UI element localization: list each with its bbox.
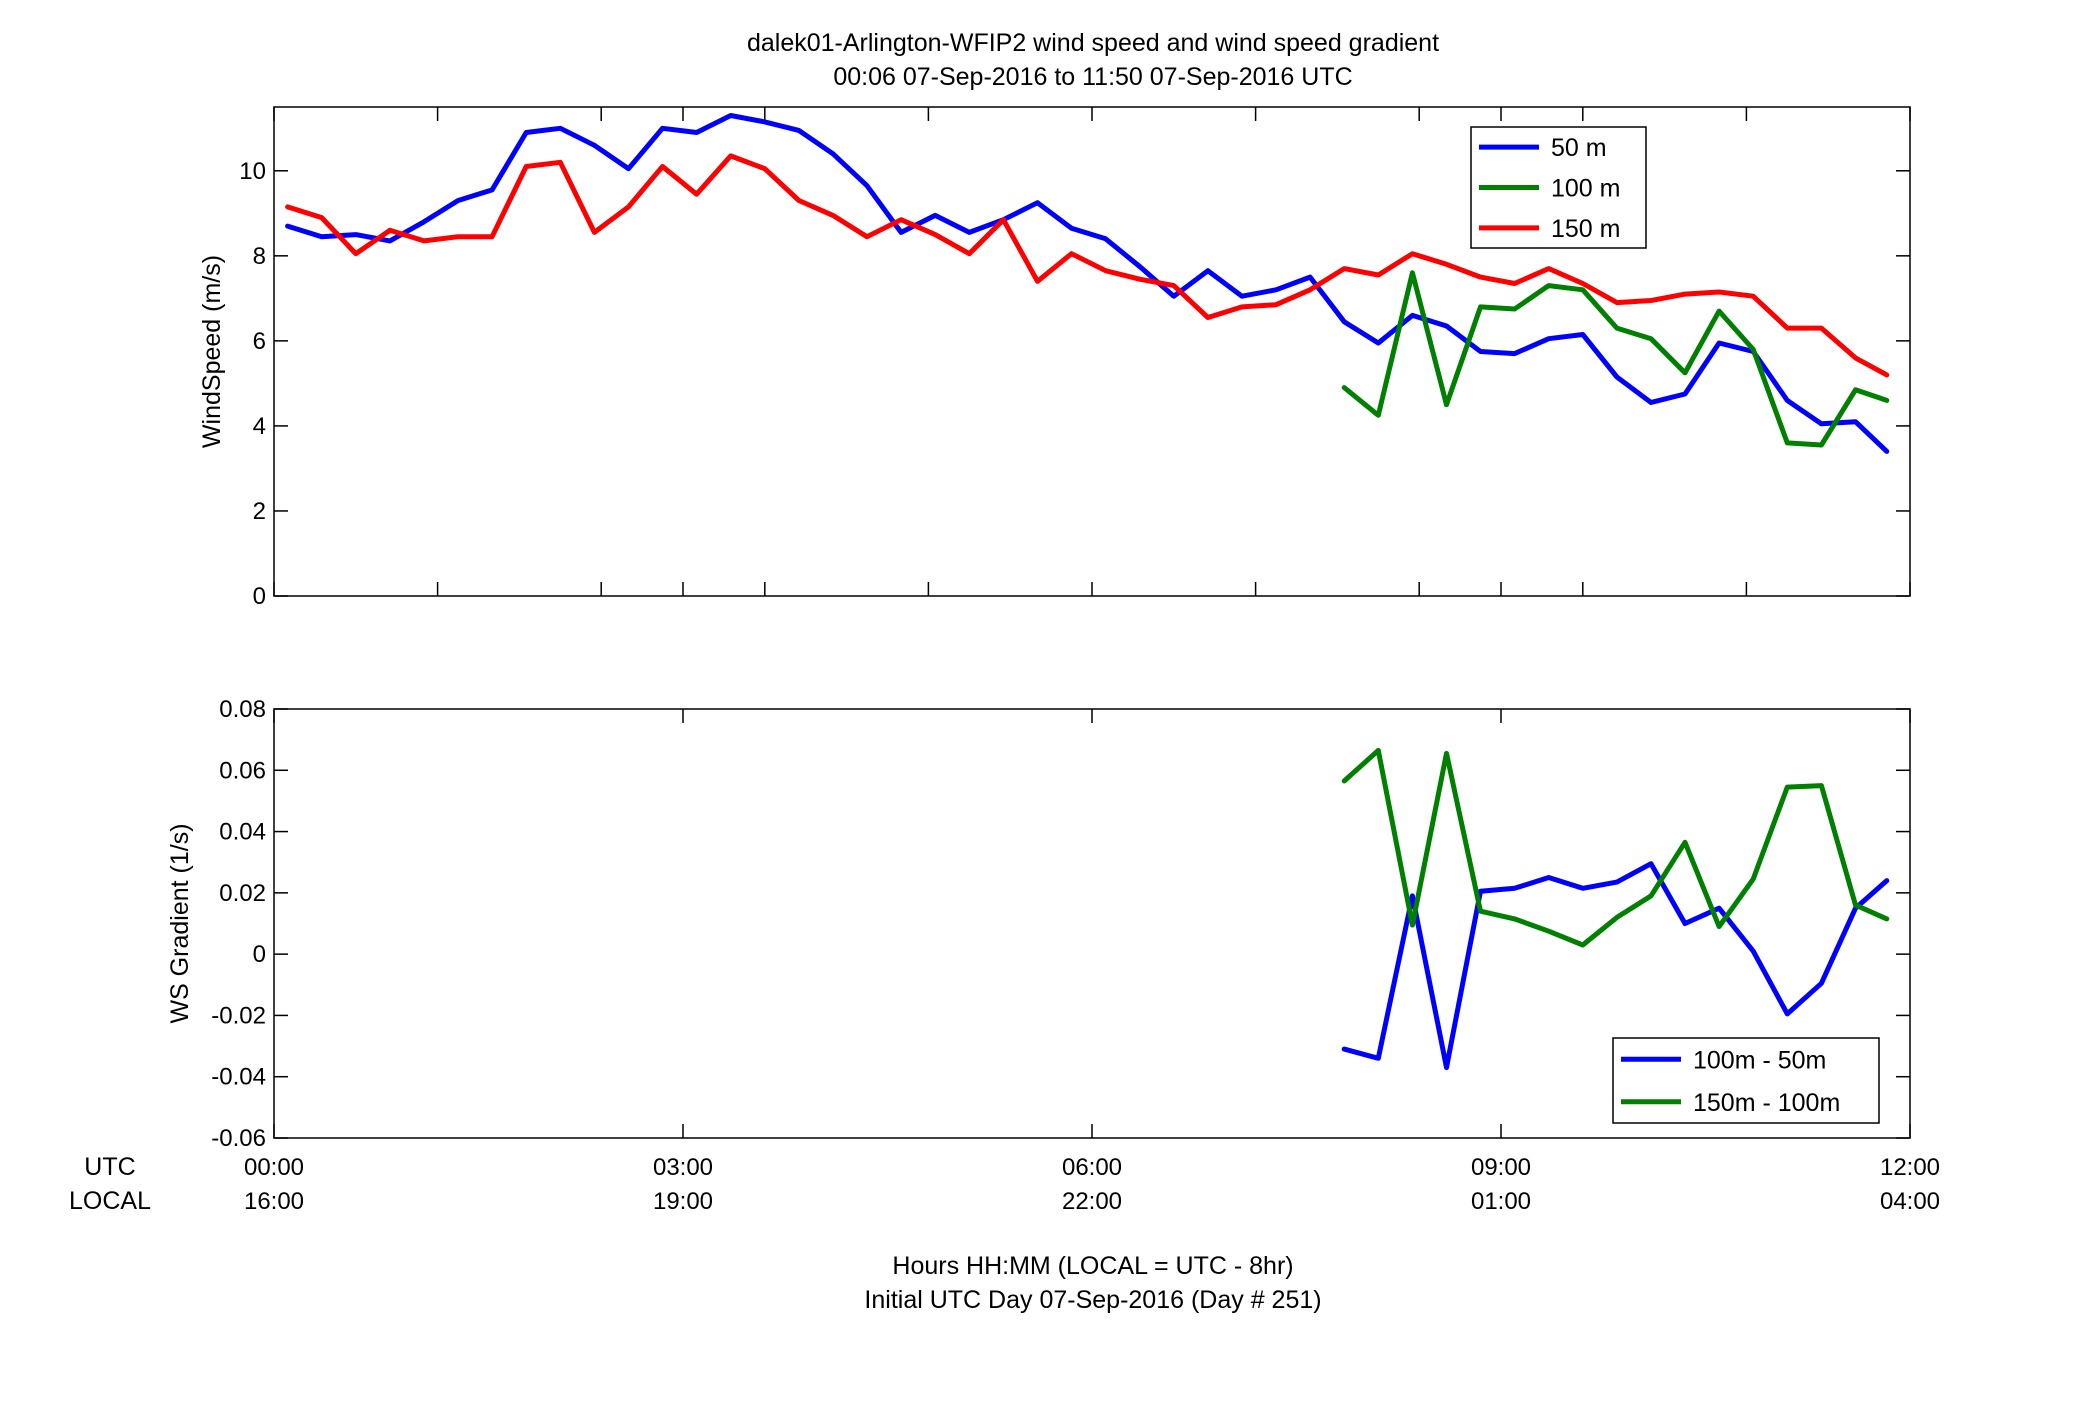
utc-row-label: UTC <box>84 1153 135 1181</box>
legend-label: 50 m <box>1551 134 1607 162</box>
gradient-panel: -0.06 -0.04 -0.02 0 0.02 0.04 0.06 0.08 00:00 16:… <box>166 696 1940 1215</box>
y-tick-label: 6 <box>253 328 266 355</box>
y-tick-label: 4 <box>253 413 266 440</box>
legend-label: 150m - 100m <box>1693 1089 1840 1117</box>
x-tick-label-local: 04:00 <box>1880 1188 1940 1215</box>
y-axis-label: WS Gradient (1/s) <box>166 823 194 1023</box>
legend: 100m - 50m 150m - 100m <box>1612 1037 1880 1124</box>
y-tick-label: 0.04 <box>219 819 266 846</box>
x-tick-label-local: 19:00 <box>653 1188 713 1215</box>
legend-box <box>1612 1037 1880 1124</box>
x-tick-label-utc: 12:00 <box>1880 1154 1940 1181</box>
x-tick-label-utc: 09:00 <box>1471 1154 1531 1181</box>
series-line-150m <box>285 153 1890 378</box>
legend: 50 m 100 m 150 m <box>1470 126 1647 249</box>
y-tick-label: -0.06 <box>211 1125 266 1152</box>
y-tick-label: -0.04 <box>211 1064 266 1091</box>
chart-title-line2: 00:06 07-Sep-2016 to 11:50 07-Sep-2016 U… <box>833 63 1352 91</box>
y-tick-label: 0.08 <box>219 696 266 723</box>
series-line-100m-50m <box>1341 861 1890 1070</box>
legend-label: 100 m <box>1551 175 1620 203</box>
legend-label: 150 m <box>1551 215 1620 243</box>
x-tick-label-local: 16:00 <box>244 1188 304 1215</box>
y-tick-label: -0.02 <box>211 1002 266 1029</box>
x-axis-label-line2: Initial UTC Day 07-Sep-2016 (Day # 251) <box>864 1286 1321 1314</box>
local-row-label: LOCAL <box>69 1187 151 1215</box>
x-tick-label-utc: 00:00 <box>244 1154 304 1181</box>
y-tick-label: 10 <box>239 158 266 185</box>
y-tick-label: 0.06 <box>219 757 266 784</box>
series-line-100m <box>1341 270 1890 448</box>
x-tick-label-utc: 06:00 <box>1062 1154 1122 1181</box>
y-axis-label: WindSpeed (m/s) <box>198 255 226 448</box>
series-line-50m <box>285 113 1890 454</box>
x-tick-label-local: 22:00 <box>1062 1188 1122 1215</box>
series-line-150m-100m <box>1341 747 1890 948</box>
windspeed-panel: 0 2 4 6 8 10 WindSpeed (m/s) 50 m 100 m 150 m <box>198 106 1911 610</box>
y-tick-label: 0.02 <box>219 880 266 907</box>
x-tick-label-local: 01:00 <box>1471 1188 1531 1215</box>
legend-label: 100m - 50m <box>1693 1046 1826 1074</box>
y-tick-label: 0 <box>253 941 266 968</box>
x-axis-label-line1: Hours HH:MM (LOCAL = UTC - 8hr) <box>892 1252 1293 1280</box>
y-tick-label: 8 <box>253 243 266 270</box>
x-tick-label-utc: 03:00 <box>653 1154 713 1181</box>
y-tick-label: 0 <box>253 583 266 610</box>
y-tick-label: 2 <box>253 498 266 525</box>
chart-title-line1: dalek01-Arlington-WFIP2 wind speed and w… <box>747 29 1439 57</box>
